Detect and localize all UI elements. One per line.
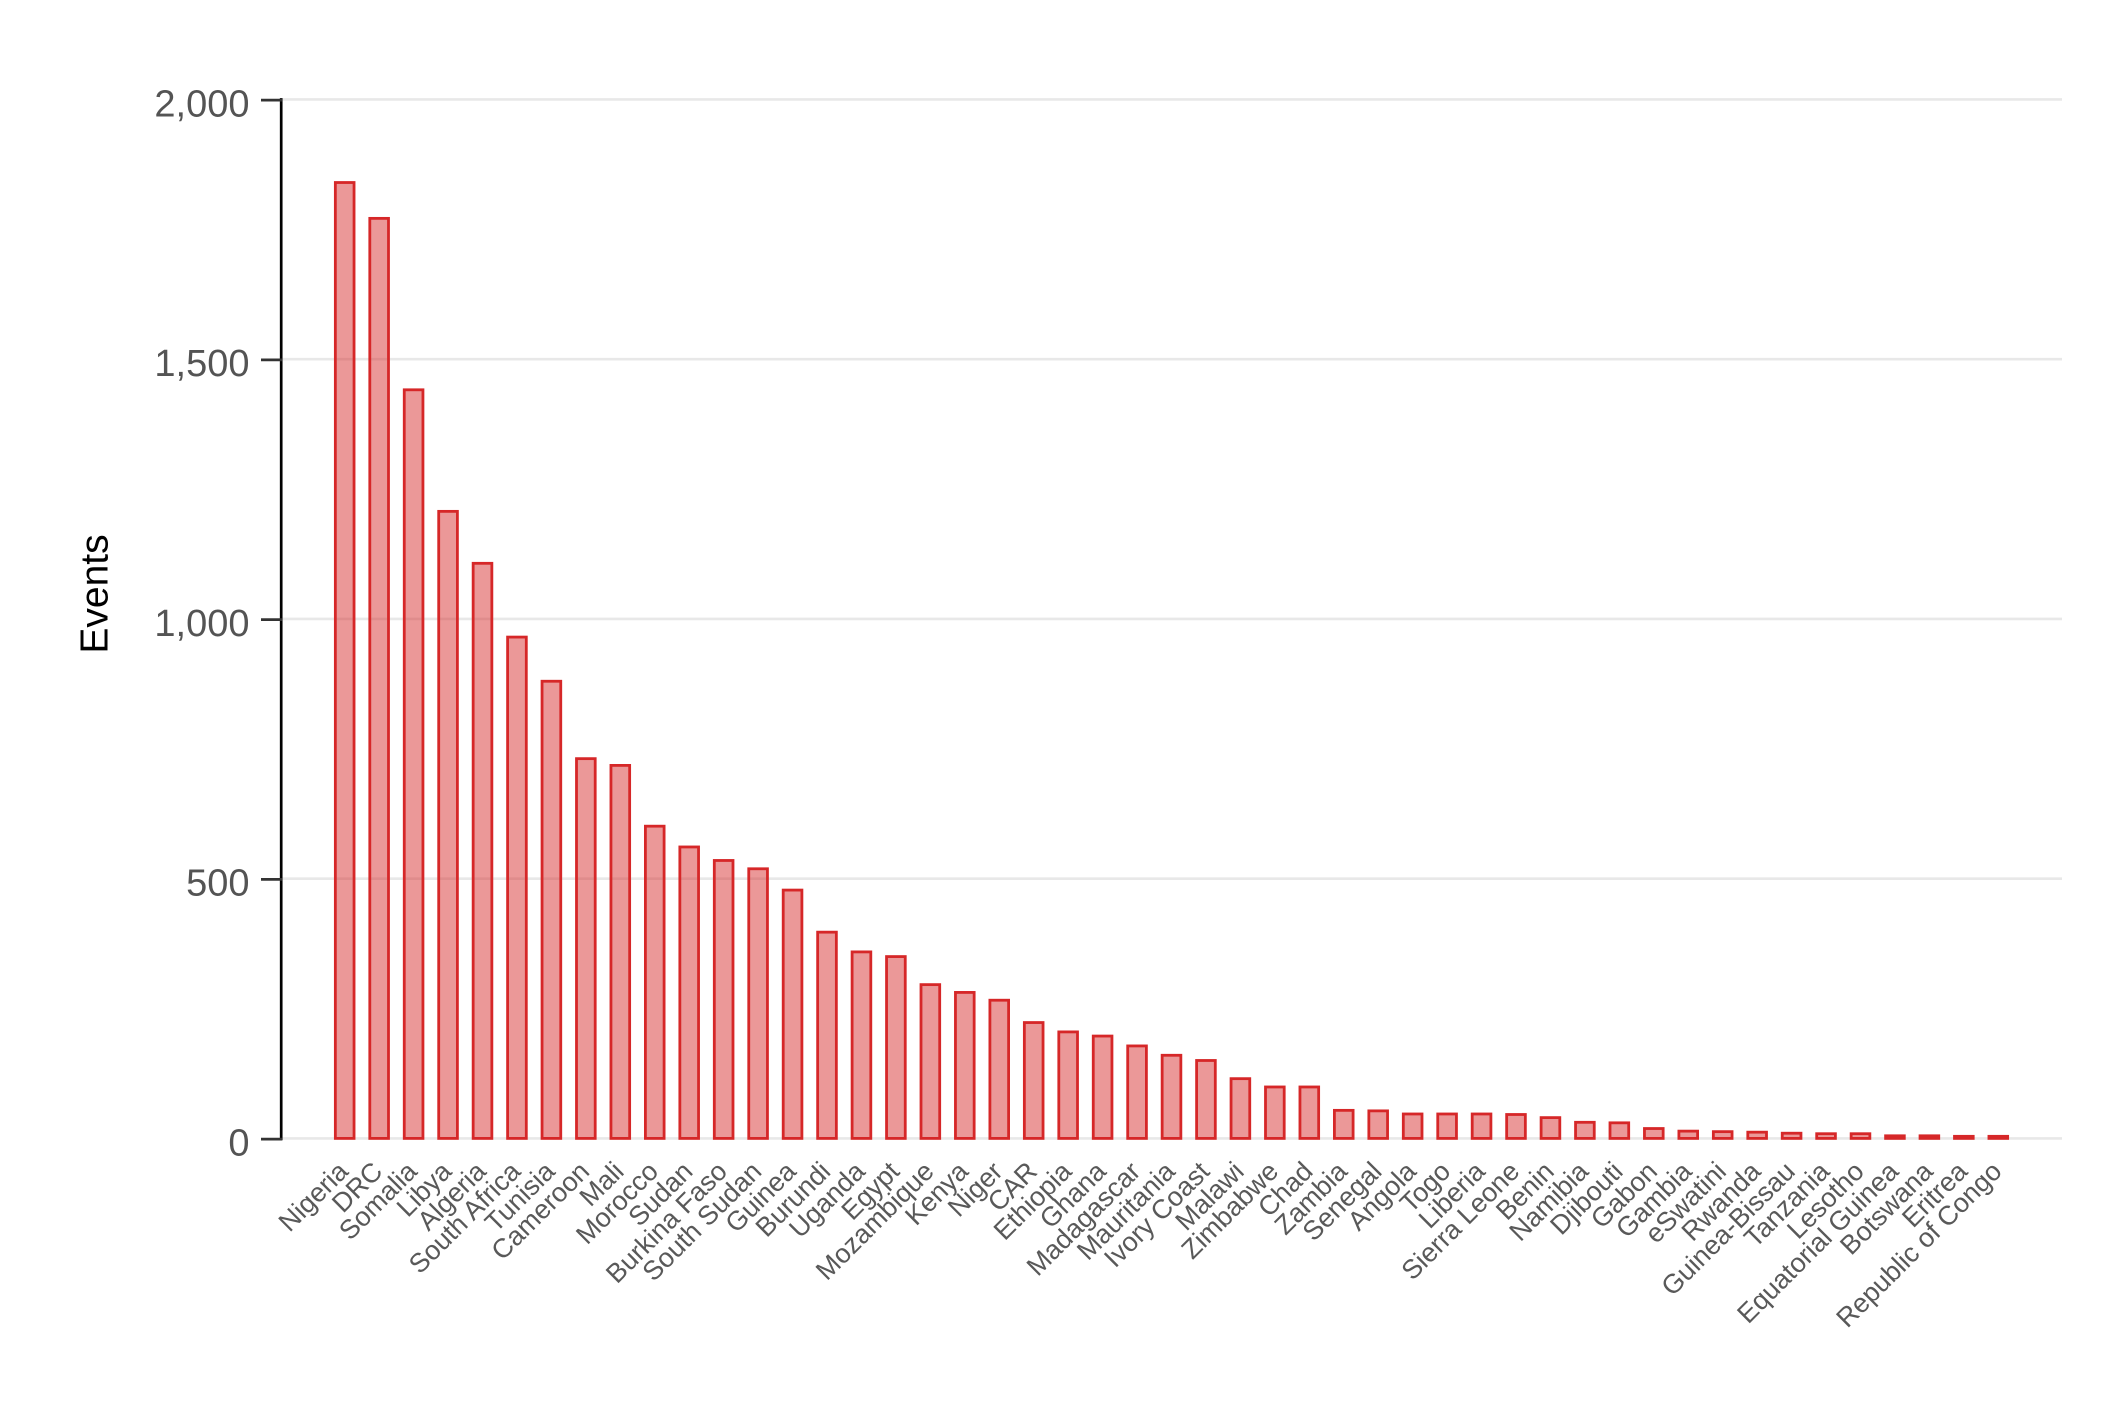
svg-text:Events: Events <box>74 534 117 653</box>
svg-text:2,000: 2,000 <box>154 83 249 125</box>
svg-text:1,500: 1,500 <box>154 343 249 385</box>
svg-text:500: 500 <box>186 863 249 905</box>
svg-text:1,000: 1,000 <box>154 603 249 645</box>
svg-text:0: 0 <box>228 1122 249 1164</box>
